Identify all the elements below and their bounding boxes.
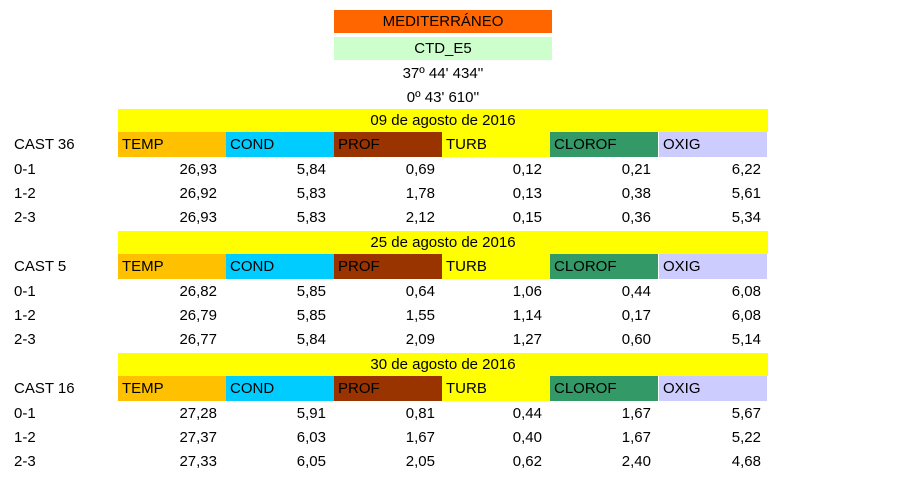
column-header-prof: PROF — [334, 376, 442, 401]
column-header-clorof: CLOROF — [550, 376, 658, 401]
cell-cond: 5,83 — [296, 185, 326, 202]
cell-clorof: 0,60 — [621, 331, 651, 348]
cell-temp: 27,33 — [179, 453, 217, 470]
cell-prof: 2,05 — [405, 453, 435, 470]
cell-cond: 5,84 — [296, 331, 326, 348]
cell-prof: 1,55 — [405, 307, 435, 324]
cell-clorof: 1,67 — [621, 429, 651, 446]
cell-oxig: 4,68 — [731, 453, 761, 470]
date-bar: 09 de agosto de 2016 — [118, 109, 768, 132]
cell-cond: 6,05 — [296, 453, 326, 470]
cell-temp: 26,93 — [179, 161, 217, 178]
cell-clorof: 2,40 — [621, 453, 651, 470]
longitude: 0º 43' 610'' — [406, 89, 480, 106]
cell-clorof: 0,36 — [621, 209, 651, 226]
cell-turb: 0,44 — [512, 405, 542, 422]
cell-oxig: 5,34 — [731, 209, 761, 226]
column-header-turb: TURB — [442, 132, 550, 157]
cell-turb: 0,40 — [512, 429, 542, 446]
latitude: 37º 44' 434'' — [402, 65, 484, 82]
cell-clorof: 0,17 — [621, 307, 651, 324]
column-header-cond: COND — [226, 254, 334, 279]
cell-clorof: 0,38 — [621, 185, 651, 202]
column-header-clorof: CLOROF — [550, 132, 658, 157]
depth-label: 1-2 — [14, 307, 36, 324]
cell-turb: 1,06 — [512, 283, 542, 300]
cell-prof: 0,81 — [405, 405, 435, 422]
cell-temp: 26,93 — [179, 209, 217, 226]
cast-label: CAST 16 — [14, 380, 75, 397]
cell-cond: 5,84 — [296, 161, 326, 178]
cell-oxig: 5,61 — [731, 185, 761, 202]
cell-clorof: 1,67 — [621, 405, 651, 422]
column-header-cond: COND — [226, 132, 334, 157]
depth-label: 1-2 — [14, 429, 36, 446]
cell-turb: 1,14 — [512, 307, 542, 324]
cell-temp: 26,92 — [179, 185, 217, 202]
depth-label: 0-1 — [14, 161, 36, 178]
column-header-prof: PROF — [334, 254, 442, 279]
date-bar: 25 de agosto de 2016 — [118, 231, 768, 254]
depth-label: 0-1 — [14, 405, 36, 422]
column-header-temp: TEMP — [118, 376, 226, 401]
cell-temp: 27,37 — [179, 429, 217, 446]
cell-temp: 27,28 — [179, 405, 217, 422]
cell-oxig: 5,22 — [731, 429, 761, 446]
cell-prof: 1,67 — [405, 429, 435, 446]
cell-turb: 0,15 — [512, 209, 542, 226]
column-header-turb: TURB — [442, 376, 550, 401]
cell-cond: 6,03 — [296, 429, 326, 446]
cell-oxig: 6,08 — [731, 307, 761, 324]
depth-label: 0-1 — [14, 283, 36, 300]
cell-prof: 0,69 — [405, 161, 435, 178]
cell-turb: 1,27 — [512, 331, 542, 348]
cell-oxig: 5,67 — [731, 405, 761, 422]
cell-prof: 0,64 — [405, 283, 435, 300]
cell-prof: 2,09 — [405, 331, 435, 348]
station-name: CTD_E5 — [334, 37, 552, 60]
column-header-oxig: OXIG — [659, 132, 767, 157]
column-header-prof: PROF — [334, 132, 442, 157]
sea-title: MEDITERRÁNEO — [334, 10, 552, 33]
cell-cond: 5,91 — [296, 405, 326, 422]
cell-oxig: 6,22 — [731, 161, 761, 178]
date-bar: 30 de agosto de 2016 — [118, 353, 768, 376]
column-header-clorof: CLOROF — [550, 254, 658, 279]
depth-label: 2-3 — [14, 209, 36, 226]
column-header-oxig: OXIG — [659, 254, 767, 279]
cast-label: CAST 5 — [14, 258, 67, 275]
depth-label: 2-3 — [14, 453, 36, 470]
cell-cond: 5,85 — [296, 283, 326, 300]
column-header-cond: COND — [226, 376, 334, 401]
cell-turb: 0,13 — [512, 185, 542, 202]
cell-oxig: 5,14 — [731, 331, 761, 348]
cell-oxig: 6,08 — [731, 283, 761, 300]
depth-label: 1-2 — [14, 185, 36, 202]
cell-turb: 0,12 — [512, 161, 542, 178]
depth-label: 2-3 — [14, 331, 36, 348]
cast-label: CAST 36 — [14, 136, 75, 153]
cell-prof: 1,78 — [405, 185, 435, 202]
cell-clorof: 0,44 — [621, 283, 651, 300]
cell-clorof: 0,21 — [621, 161, 651, 178]
cell-turb: 0,62 — [512, 453, 542, 470]
column-header-temp: TEMP — [118, 254, 226, 279]
column-header-temp: TEMP — [118, 132, 226, 157]
cell-temp: 26,77 — [179, 331, 217, 348]
cell-temp: 26,82 — [179, 283, 217, 300]
column-header-turb: TURB — [442, 254, 550, 279]
cell-temp: 26,79 — [179, 307, 217, 324]
cell-prof: 2,12 — [405, 209, 435, 226]
cell-cond: 5,85 — [296, 307, 326, 324]
column-header-oxig: OXIG — [659, 376, 767, 401]
cell-cond: 5,83 — [296, 209, 326, 226]
